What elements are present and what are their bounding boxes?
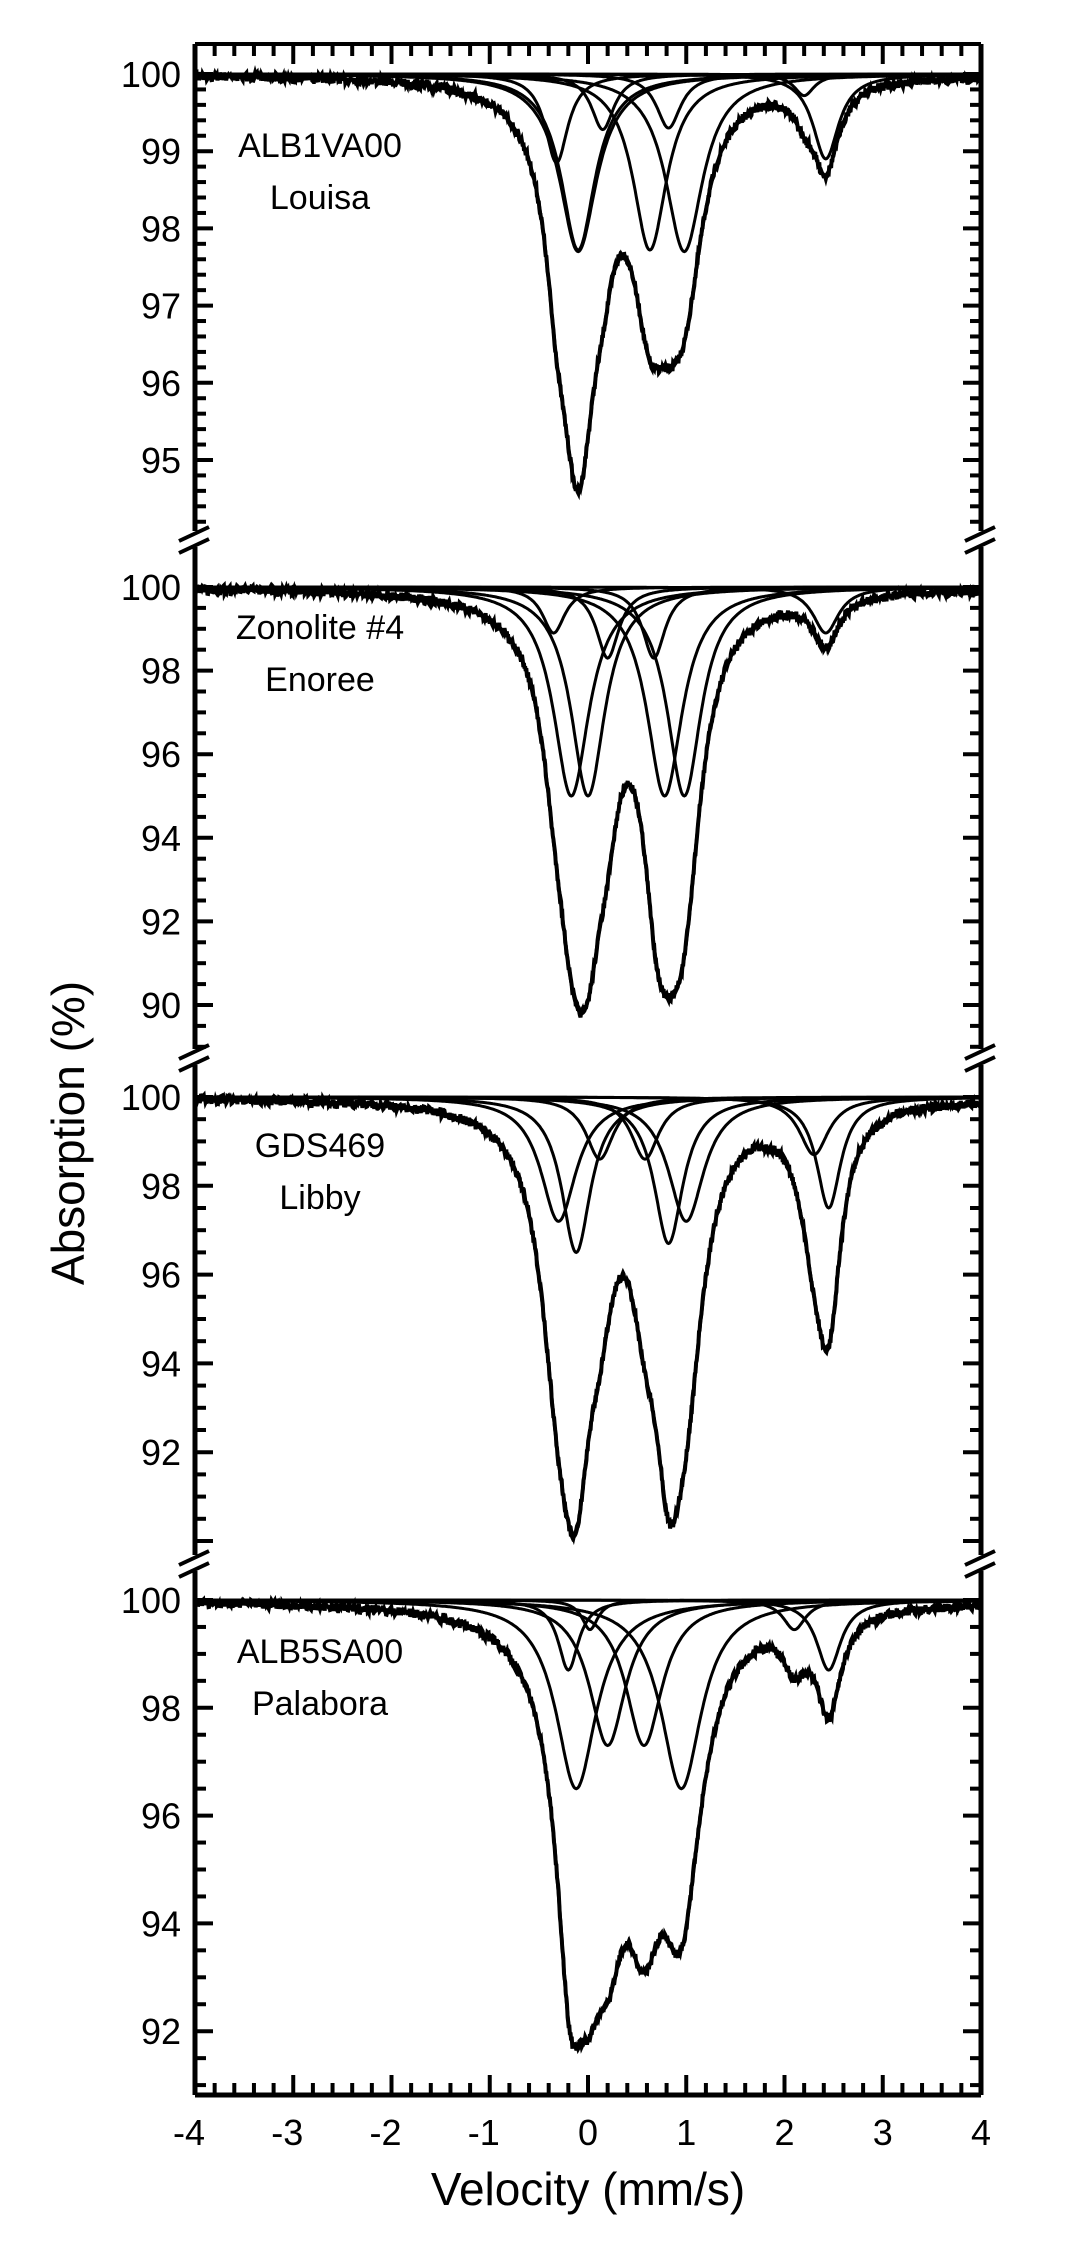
y-tick-label: 100 bbox=[121, 54, 181, 95]
y-tick-label: 98 bbox=[141, 1688, 181, 1729]
axis-break-mark bbox=[964, 1561, 996, 1579]
fit-envelope bbox=[195, 74, 981, 493]
axis-break-mark bbox=[964, 1043, 996, 1061]
x-tick-label: 4 bbox=[971, 2112, 991, 2153]
y-tick-label: 92 bbox=[141, 901, 181, 942]
y-tick-label: 96 bbox=[141, 1255, 181, 1296]
component-curve bbox=[195, 1095, 981, 1255]
axis-break-mark bbox=[178, 537, 210, 555]
axis-break-mark bbox=[178, 1549, 210, 1567]
y-tick-label: 100 bbox=[121, 567, 181, 608]
panel-4: 100 98 96 94 92 ALB5SA00 Palabora bbox=[121, 1580, 981, 2088]
axis-break-mark bbox=[964, 537, 996, 555]
data-series bbox=[195, 580, 981, 1018]
sample-name: Zonolite #4 bbox=[236, 609, 404, 647]
sample-name: ALB5SA00 bbox=[237, 1633, 403, 1671]
fit-envelope bbox=[195, 587, 981, 1016]
y-tick-label: 97 bbox=[141, 286, 181, 327]
y-tick-label: 99 bbox=[141, 131, 181, 172]
axis-break-mark bbox=[964, 1549, 996, 1567]
locality-name: Libby bbox=[279, 1179, 360, 1217]
panels: 100 99 98 97 96 95 ALB1VA00 Louisa 100 98 96 94 92 90… bbox=[121, 54, 981, 2088]
panel-3: 100 98 96 94 92 GDS469 Libby bbox=[121, 1077, 981, 1546]
fit-envelope bbox=[195, 1097, 981, 1539]
axis-break-mark bbox=[178, 1561, 210, 1579]
sample-name: GDS469 bbox=[255, 1127, 385, 1165]
x-tick-label: 2 bbox=[774, 2112, 794, 2153]
y-tick-label: 92 bbox=[141, 2011, 181, 2052]
component-curve bbox=[195, 1598, 981, 1632]
sample-name: ALB1VA00 bbox=[238, 127, 402, 165]
component-curve bbox=[195, 585, 981, 635]
y-tick-label: 92 bbox=[141, 1432, 181, 1473]
component-curve bbox=[195, 1095, 981, 1157]
y-tick-label: 94 bbox=[141, 1903, 181, 1944]
x-tick-label: 1 bbox=[676, 2112, 696, 2153]
y-tick-label: 96 bbox=[141, 1796, 181, 1837]
axis-break-mark bbox=[178, 525, 210, 543]
x-tick-label: -1 bbox=[468, 2112, 500, 2153]
axis-break-mark bbox=[964, 1055, 996, 1073]
x-tick-label: 3 bbox=[873, 2112, 893, 2153]
y-tick-label: 98 bbox=[141, 651, 181, 692]
y-tick-label: 98 bbox=[141, 1166, 181, 1207]
locality-name: Louisa bbox=[270, 179, 370, 217]
fit-envelope bbox=[195, 1601, 981, 2050]
x-tick-label: -2 bbox=[369, 2112, 401, 2153]
y-tick-label: 98 bbox=[141, 208, 181, 249]
y-tick-label: 94 bbox=[141, 1343, 181, 1384]
y-tick-label: 100 bbox=[121, 1077, 181, 1118]
axis-break-mark bbox=[964, 525, 996, 543]
y-tick-label: 95 bbox=[141, 440, 181, 481]
x-axis-title: Velocity (mm/s) bbox=[431, 2163, 745, 2215]
axis-break-mark bbox=[178, 1043, 210, 1061]
component-curve bbox=[195, 72, 981, 98]
component-curve bbox=[195, 1095, 981, 1246]
y-axis-title: Absorption (%) bbox=[42, 981, 94, 1285]
locality-name: Enoree bbox=[265, 661, 375, 699]
plot-frame bbox=[178, 42, 996, 2098]
x-axis: -4 -3 -2 -1 0 1 2 3 4 bbox=[173, 44, 991, 2153]
x-tick-label: -4 bbox=[173, 2112, 205, 2153]
y-tick-label: 94 bbox=[141, 818, 181, 859]
y-tick-label: 96 bbox=[141, 734, 181, 775]
axis-break-mark bbox=[178, 1055, 210, 1073]
y-tick-label: 90 bbox=[141, 985, 181, 1026]
panel-1: 100 99 98 97 96 95 ALB1VA00 Louisa bbox=[121, 54, 981, 524]
y-tick-label: 100 bbox=[121, 1580, 181, 1621]
locality-name: Palabora bbox=[252, 1685, 388, 1723]
x-tick-label: -3 bbox=[271, 2112, 303, 2153]
x-tick-label: 0 bbox=[578, 2112, 598, 2153]
panel-2: 100 98 96 94 92 90 Zonolite #4 Enoree bbox=[121, 567, 981, 1049]
y-tick-label: 96 bbox=[141, 363, 181, 404]
